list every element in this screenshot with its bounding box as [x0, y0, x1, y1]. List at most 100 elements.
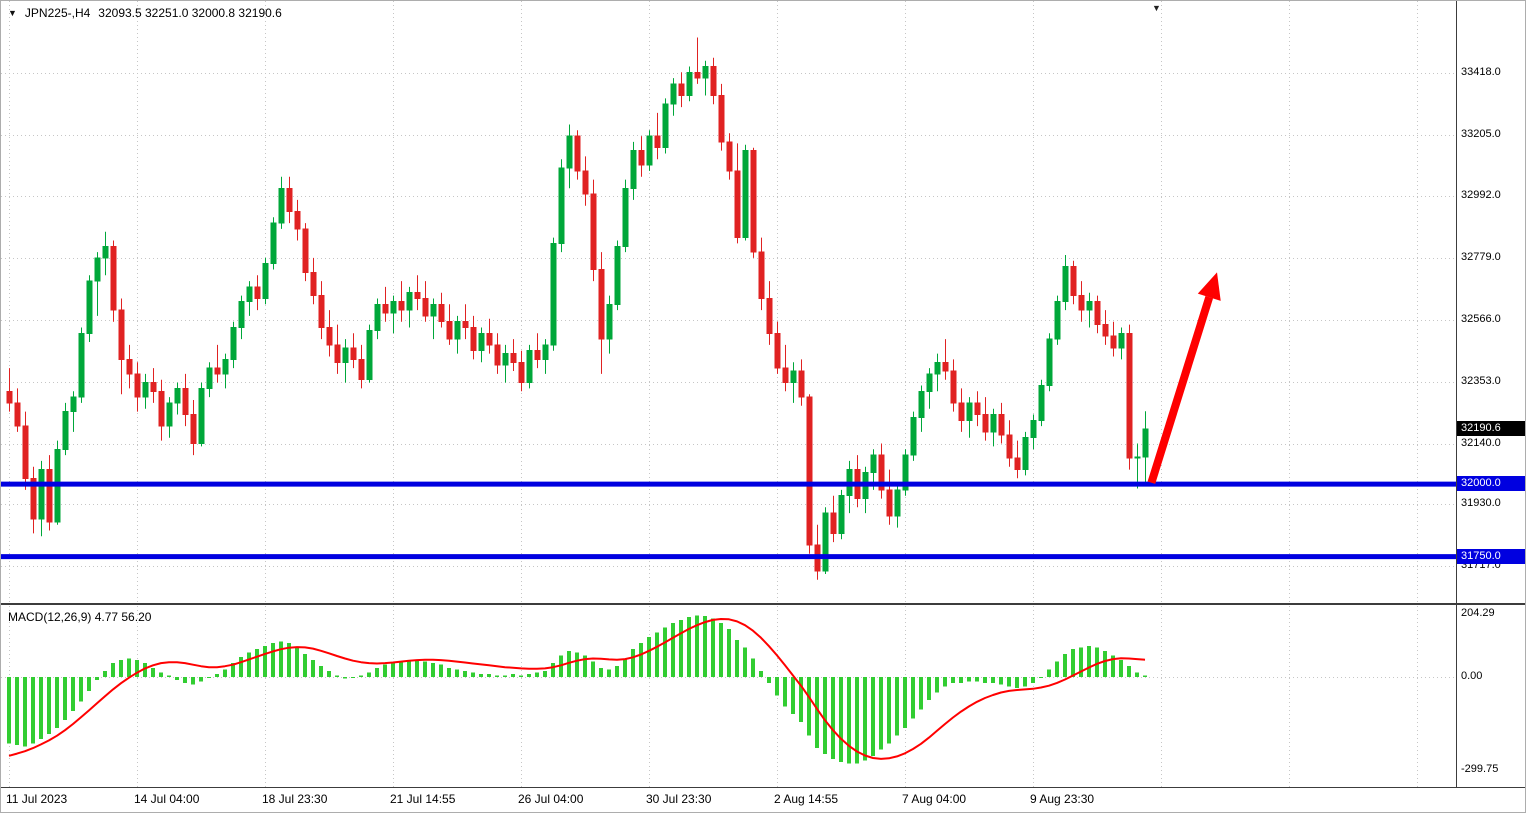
macd-histogram-bar: [871, 677, 875, 756]
time-axis[interactable]: 11 Jul 2023 14 Jul 04:00 18 Jul 23:30 21 Ju…: [1, 789, 1456, 812]
macd-histogram-bar: [319, 666, 323, 677]
price-axis-label: 32353.0: [1461, 374, 1501, 387]
candle-bull: [1062, 266, 1069, 302]
macd-histogram-bar: [79, 677, 83, 702]
macd-histogram-bar: [895, 677, 899, 736]
candle-bear: [358, 358, 365, 381]
macd-histogram-bar: [55, 677, 59, 728]
macd-histogram-bar: [1055, 661, 1059, 677]
candle-bear: [998, 414, 1005, 436]
macd-histogram-bar: [7, 677, 11, 744]
macd-histogram-bar: [623, 658, 627, 677]
candle-bull: [966, 402, 973, 421]
candle-bear: [950, 370, 957, 404]
candle-bull: [246, 286, 253, 302]
candle-bull: [230, 327, 237, 360]
macd-histogram-bar: [847, 677, 851, 764]
candle-bear: [510, 353, 517, 363]
macd-histogram-bar: [887, 677, 891, 744]
candle-bull: [894, 489, 901, 517]
candle-bull: [454, 321, 461, 340]
time-axis-divider: [1, 787, 1525, 788]
candle-bull: [926, 373, 933, 392]
macd-histogram-bar: [999, 677, 1003, 685]
macd-histogram-bar: [399, 661, 403, 677]
candle-bear: [654, 135, 661, 149]
macd-canvas[interactable]: [1, 606, 1456, 787]
candle-bear: [582, 170, 589, 195]
panel-divider[interactable]: [1, 603, 1525, 605]
candle-bull: [1022, 437, 1029, 471]
macd-histogram-bar: [591, 661, 595, 677]
time-axis-label: 30 Jul 23:30: [646, 792, 712, 806]
candle-bull: [702, 66, 709, 79]
candle-bear: [1014, 457, 1021, 471]
macd-histogram-bar: [839, 677, 843, 762]
candle-bull: [1030, 419, 1037, 439]
macd-histogram-bar: [383, 664, 387, 678]
candle-bull: [990, 414, 997, 433]
macd-axis-label: 204.29: [1461, 606, 1495, 619]
macd-histogram-bar: [1103, 650, 1107, 678]
candle-bull: [222, 358, 229, 375]
macd-histogram-bar: [951, 677, 955, 684]
candle-bear: [942, 361, 949, 372]
candle-bear: [134, 373, 141, 398]
main-chart-canvas[interactable]: [1, 1, 1456, 603]
macd-histogram-bar: [23, 677, 27, 747]
macd-indicator-label: MACD(12,26,9) 4.77 56.20: [8, 610, 152, 624]
macd-histogram-bar: [63, 677, 67, 721]
symbol-title: JPN225-,H4: [24, 6, 91, 20]
candle-bull: [1134, 456, 1141, 459]
level-price-tag: 31750.0: [1457, 548, 1525, 564]
macd-histogram-bar: [671, 623, 675, 678]
trend-arrow-shaft[interactable]: [1147, 296, 1214, 484]
macd-histogram-bar: [1015, 677, 1019, 688]
candle-bear: [958, 402, 965, 421]
trend-arrow-head[interactable]: [1197, 272, 1221, 301]
macd-histogram-bar: [775, 677, 779, 696]
dropdown-arrow-icon[interactable]: ▼: [8, 7, 17, 18]
macd-histogram-bar: [247, 652, 251, 677]
macd-histogram-bar: [143, 663, 147, 677]
macd-histogram-bar: [519, 675, 523, 677]
candle-bull: [430, 303, 437, 317]
candle-bear: [718, 95, 725, 143]
price-axis-label: 32140.0: [1461, 436, 1501, 449]
macd-histogram-bar: [335, 675, 339, 677]
macd-histogram-bar: [15, 677, 19, 745]
candle-bear: [110, 245, 117, 311]
candle-bull: [742, 150, 749, 239]
macd-histogram-bar: [527, 674, 531, 678]
candle-bear: [190, 414, 197, 444]
macd-histogram-bar: [959, 677, 963, 684]
macd-histogram-bar: [1079, 647, 1083, 677]
macd-histogram-bar: [655, 632, 659, 678]
macd-histogram-bar: [1071, 649, 1075, 677]
candle-bull: [918, 390, 925, 418]
candle-bull: [262, 263, 269, 300]
candle-bear: [1078, 295, 1085, 311]
macd-histogram-bar: [111, 663, 115, 677]
chart-shift-marker-icon[interactable]: ▼: [1152, 3, 1161, 13]
candle-bear: [214, 367, 221, 375]
candle-bull: [206, 367, 213, 389]
candle-bear: [462, 321, 469, 329]
macd-histogram-bar: [119, 660, 123, 678]
candle-bull: [1118, 332, 1125, 349]
macd-histogram-bar: [735, 640, 739, 678]
candle-bear: [518, 361, 525, 384]
level-price-tag: 32000.0: [1457, 476, 1525, 492]
macd-histogram-bar: [287, 643, 291, 678]
price-axis[interactable]: 33418.0 33205.0 32992.0 32779.0 32566.0 32353…: [1457, 1, 1525, 787]
candle-bull: [622, 187, 629, 247]
candle-bear: [398, 300, 405, 311]
macd-histogram-bar: [1111, 655, 1115, 677]
candle-bear: [694, 71, 701, 79]
macd-histogram-bar: [159, 672, 163, 677]
macd-histogram-bar: [351, 677, 355, 678]
candle-bear: [766, 298, 773, 334]
candle-bull: [670, 83, 677, 105]
macd-histogram-bar: [47, 677, 51, 735]
macd-histogram-bar: [87, 677, 91, 691]
